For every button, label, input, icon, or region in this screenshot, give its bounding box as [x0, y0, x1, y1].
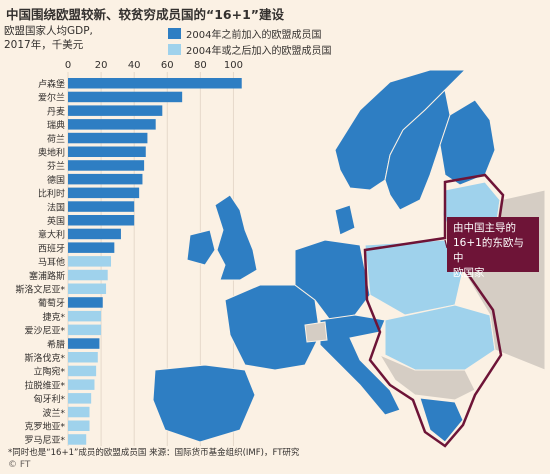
category-label: 英国 [47, 215, 65, 227]
map-sweden [384, 88, 451, 211]
x-tick-label: 100 [224, 60, 243, 71]
map-france [224, 284, 321, 371]
category-label: 匈牙利* [33, 393, 65, 405]
map-denmark [334, 204, 356, 236]
footer-source: *同时也是“16+1”成员的欧盟成员国 来源：国际货币基金组织(IMF)，FT研… [8, 448, 300, 458]
chart-title: 中国围绕欧盟较新、较贫穷成员国的“16+1”建设 [6, 7, 284, 22]
bar [68, 187, 140, 199]
chart-subtitle: 欧盟国家人均GDP, 2017年，千美元 [4, 24, 93, 52]
category-label: 立陶宛* [33, 366, 65, 378]
bar [68, 256, 112, 267]
bar [68, 297, 103, 308]
category-label: 丹麦 [47, 105, 65, 117]
bar [68, 78, 242, 89]
x-tick-label: 80 [194, 60, 207, 71]
map-balkans [378, 353, 476, 401]
callout-line-2: 16+1的东欧与中 [453, 237, 524, 264]
subtitle-line-1: 欧盟国家人均GDP, [4, 25, 93, 37]
map-greece [419, 397, 464, 443]
map-uk [214, 194, 258, 281]
category-label: 塞浦路斯 [29, 270, 65, 282]
category-label: 斯洛文尼亚* [15, 284, 65, 296]
category-label: 荷兰 [47, 133, 65, 145]
bar [68, 393, 92, 404]
bar [68, 242, 115, 253]
category-label: 芬兰 [47, 160, 65, 172]
bar [68, 338, 100, 349]
bar [68, 228, 121, 240]
bar [68, 269, 108, 281]
bar [68, 119, 156, 130]
category-label: 拉脱维亚* [24, 379, 65, 391]
legend-item-pre2004: 2004年之前加入的欧盟成员国 [168, 25, 331, 41]
map-switzerland [304, 321, 328, 343]
legend-label-pre2004: 2004年之前加入的欧盟成员国 [186, 29, 322, 41]
bar [68, 215, 135, 226]
x-tick-label: 20 [95, 60, 108, 71]
bar [68, 132, 148, 144]
category-label: 意大利 [38, 229, 65, 241]
callout-line-3: 欧国家 [453, 267, 485, 279]
category-label: 希腊 [47, 338, 65, 350]
bar-chart: 0 20 40 60 80 100 卢森堡爱尔兰丹麦瑞典荷兰奥地利芬兰德国比利时法国英国意大… [15, 60, 243, 446]
callout-connector [444, 239, 448, 249]
bar [68, 146, 146, 157]
legend-item-post2004: 2004年或之后加入的欧盟成员国 [168, 41, 331, 57]
category-label: 罗马尼亚* [24, 435, 65, 446]
map-ireland [186, 229, 216, 266]
subtitle-line-2: 2017年，千美元 [4, 39, 84, 51]
category-label: 捷克* [42, 311, 65, 323]
ft-logo: © FT [8, 460, 31, 470]
bar [68, 365, 97, 377]
bar [68, 160, 145, 171]
bar [68, 105, 163, 116]
category-label: 比利时 [38, 188, 65, 200]
bar [68, 434, 87, 445]
category-label: 德国 [47, 174, 65, 186]
bar [68, 379, 95, 390]
bar [68, 283, 107, 294]
category-label: 法国 [47, 201, 65, 213]
bar [68, 420, 90, 431]
map-benelux-germany [294, 239, 371, 321]
map-central-east [384, 304, 496, 371]
x-tick-label: 40 [128, 60, 141, 71]
legend: 2004年之前加入的欧盟成员国 2004年或之后加入的欧盟成员国 [168, 25, 331, 57]
callout-line-1: 由中国主导的 [453, 222, 516, 234]
category-label: 爱尔兰 [38, 92, 65, 104]
category-label: 瑞典 [47, 119, 65, 131]
legend-swatch-pre2004 [168, 27, 181, 39]
category-label: 波兰* [42, 407, 65, 419]
bar [68, 91, 183, 103]
map-iberia [152, 364, 256, 443]
category-label: 马耳他 [38, 256, 65, 268]
category-label: 西班牙 [38, 242, 65, 254]
bar [68, 406, 90, 418]
bar [68, 352, 98, 363]
bar [68, 324, 102, 336]
category-label: 爱沙尼亚* [24, 326, 65, 337]
x-tick-label: 0 [65, 60, 71, 71]
category-label: 奥地利 [38, 147, 65, 159]
bar [68, 173, 143, 185]
legend-swatch-post2004 [168, 43, 181, 55]
category-label: 克罗地亚* [24, 421, 65, 433]
x-tick-label: 60 [161, 60, 174, 71]
category-label: 斯洛伐克* [24, 352, 65, 364]
bar [68, 201, 135, 212]
bar [68, 310, 102, 322]
callout-16plus1: 由中国主导的 16+1的东欧与中 欧国家 [447, 217, 539, 279]
category-label: 卢森堡 [38, 78, 65, 90]
legend-label-post2004: 2004年或之后加入的欧盟成员国 [186, 45, 332, 57]
category-label: 葡萄牙 [38, 297, 65, 309]
